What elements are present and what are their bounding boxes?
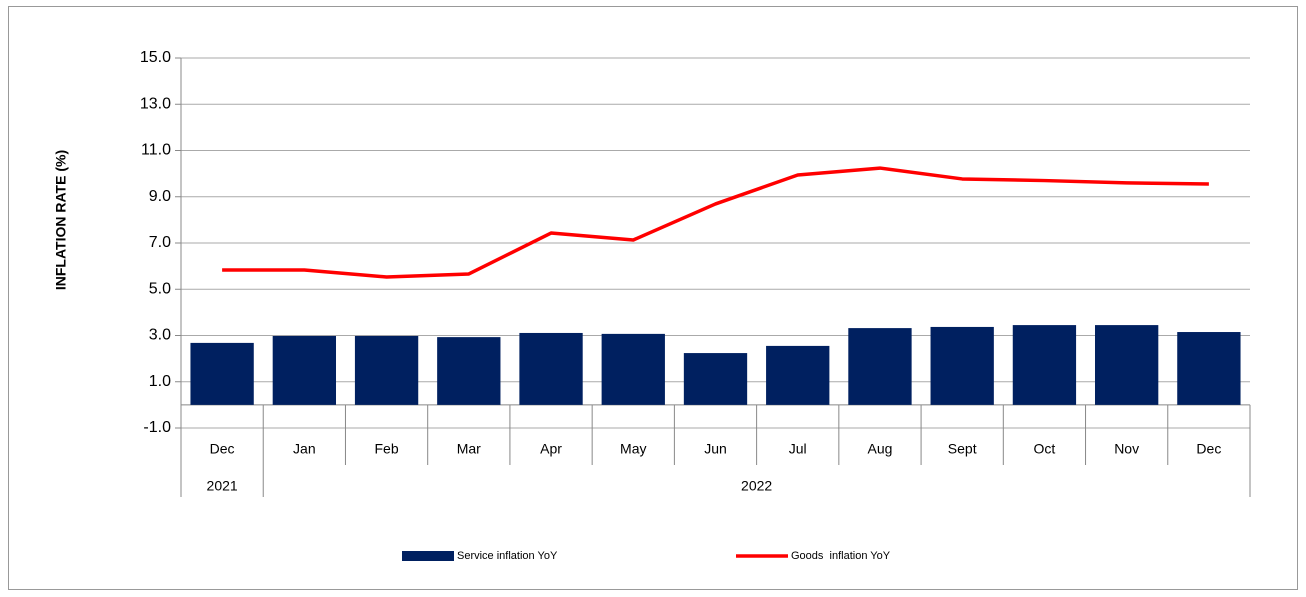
y-tick-label: -1.0 [143,419,171,436]
y-tick-label: 13.0 [140,95,171,112]
bar [272,335,337,405]
y-tick-label: 7.0 [149,234,171,251]
y-tick-label: 3.0 [149,327,171,344]
x-tick-label: May [620,441,646,457]
bar [1177,332,1241,405]
y-tick-label: 11.0 [141,142,171,159]
legend-label: Service inflation YoY [457,550,558,562]
chart-border [8,6,1298,590]
line [222,166,1209,279]
x-tick-label: Mar [457,441,481,457]
x-tick-label: Oct [1034,441,1056,457]
y-tick-label: 9.0 [149,188,171,205]
x-tick-label: Sept [948,441,977,457]
x-tick-label: Jul [789,441,807,457]
y-tick-label: 1.0 [149,373,171,390]
bar [766,345,830,405]
x-tick-label: Dec [1196,441,1221,457]
x-tick-label: Apr [540,441,562,457]
bar [190,342,254,405]
legend-swatch [402,551,454,561]
legend-label: Goods inflation YoY [791,550,891,562]
bar [519,332,583,405]
y-axis-label: INFLATION RATE (%) [53,150,69,290]
bar [601,333,665,405]
x-tick-label: Feb [375,441,399,457]
bar [683,353,748,405]
x-group-label: 2021 [207,478,238,494]
bar [354,335,419,405]
x-tick-label: Nov [1114,441,1139,457]
bar [1012,325,1077,405]
x-tick-label: Jun [704,441,727,457]
x-group-label: 2022 [741,478,772,494]
bar [848,328,912,405]
bar [1094,325,1159,405]
bar [930,326,994,405]
x-tick-label: Jan [293,441,316,457]
y-tick-label: 5.0 [149,280,171,297]
y-tick-label: 15.0 [140,49,171,66]
x-tick-label: Dec [210,441,235,457]
bar [437,337,501,405]
x-tick-label: Aug [868,441,893,457]
